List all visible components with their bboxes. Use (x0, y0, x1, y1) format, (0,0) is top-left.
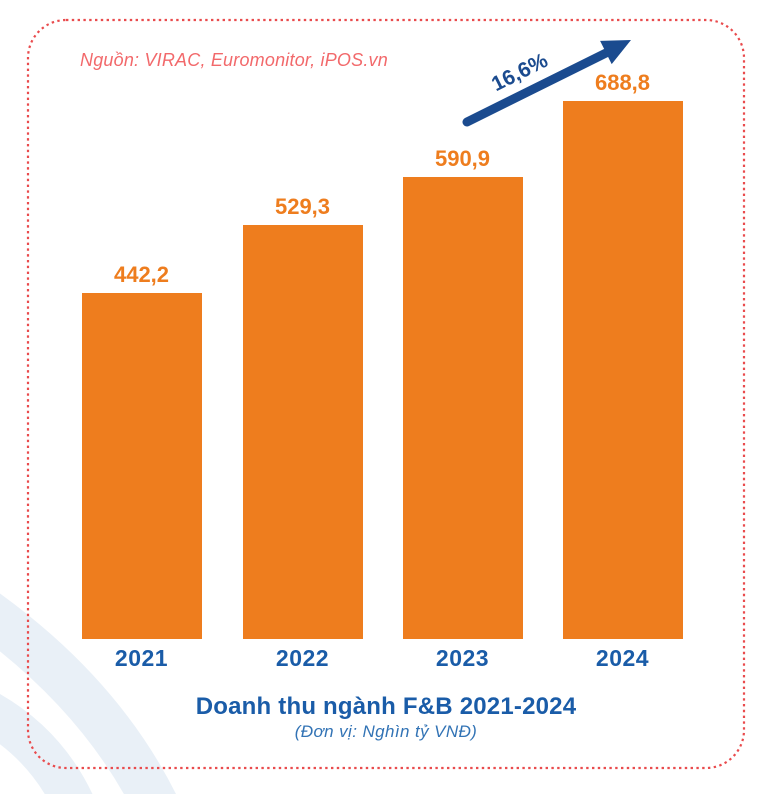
bar-2023 (402, 177, 523, 639)
arc-band-inner (0, 693, 93, 794)
bar-value-label-2021: 442,2 (113, 262, 170, 287)
bar-2021 (81, 293, 202, 639)
chart-title: Doanh thu ngành F&B 2021-2024 (195, 693, 577, 720)
x-axis-label-2022: 2022 (275, 645, 330, 671)
growth-arrow-head (600, 40, 631, 65)
bar-value-label-2024: 688,8 (594, 70, 651, 95)
growth-percentage-label: 16,6% (488, 48, 552, 97)
x-axis-label-2023: 2023 (435, 645, 490, 671)
bar-value-label-2022: 529,3 (274, 194, 331, 219)
chart-unit-subtitle: (Đơn vị: Nghìn tỷ VNĐ) (294, 722, 478, 741)
x-axis-label-2021: 2021 (114, 645, 169, 671)
bar-2024 (562, 101, 683, 639)
x-axis-label-2024: 2024 (595, 645, 650, 671)
bar-value-label-2023: 590,9 (434, 146, 491, 171)
bar-2022 (242, 225, 363, 639)
source-note: Nguồn: VIRAC, Euromonitor, iPOS.vn (80, 50, 388, 70)
